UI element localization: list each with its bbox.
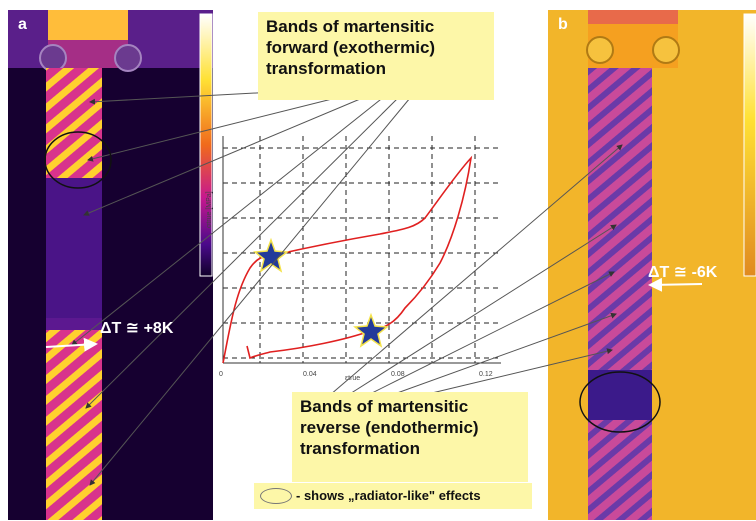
panel-label-a: a <box>18 16 27 33</box>
callout-reverse-line-3: transformation <box>300 439 420 458</box>
callout-forward-line-1: Bands of martensitic <box>266 17 435 36</box>
x-axis-label: εtrue <box>345 375 360 382</box>
y-axis-label: σtrue [MPa] <box>206 191 213 228</box>
x-tick-1: 0.04 <box>303 371 317 378</box>
stress-strain-chart: 0 0.04 0.08 0.12 εtrue σtrue [MPa] <box>206 136 501 382</box>
legend-text: - shows „radiator-like" effects <box>296 488 481 503</box>
callout-reverse-transformation: Bands of martensitic reverse (endothermi… <box>292 392 528 482</box>
legend-ellipse-icon <box>260 488 292 504</box>
callout-forward-line-3: transformation <box>266 59 386 78</box>
delta-t-label-b: ΔT ≅ -6K <box>648 264 718 281</box>
delta-t-label-a: ΔT ≅ +8K <box>100 320 174 337</box>
legend-box: - shows „radiator-like" effects <box>254 483 532 509</box>
callout-forward-transformation: Bands of martensitic forward (exothermic… <box>258 12 494 100</box>
thermal-image-a <box>8 10 213 520</box>
x-tick-0: 0 <box>219 371 223 378</box>
callout-reverse-line-1: Bands of martensitic <box>300 397 469 416</box>
x-tick-2: 0.08 <box>391 371 405 378</box>
callout-forward-line-2: forward (exothermic) <box>266 38 436 57</box>
callout-reverse-line-2: reverse (endothermic) <box>300 418 479 437</box>
panel-label-b: b <box>558 16 568 33</box>
x-tick-3: 0.12 <box>479 371 493 378</box>
thermal-image-panel-a: a <box>8 10 213 520</box>
